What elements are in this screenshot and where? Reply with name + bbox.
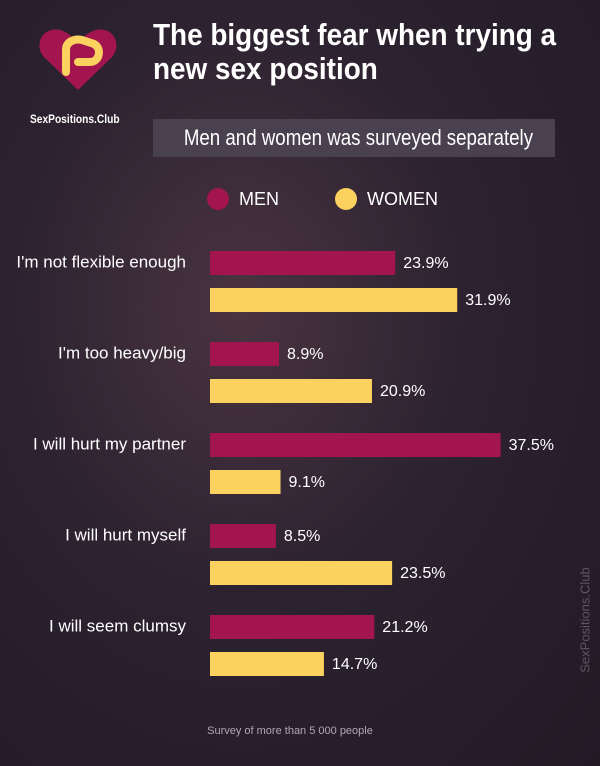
- bar: [210, 524, 276, 548]
- note: Survey of more than 5 000 people: [207, 725, 373, 737]
- value-label: 37.5%: [509, 437, 554, 454]
- category-label: I'm too heavy/big: [58, 343, 186, 362]
- bar: [210, 342, 279, 366]
- bar: [210, 615, 375, 639]
- bar: [210, 433, 501, 457]
- category-label: I will hurt myself: [65, 525, 186, 544]
- legend-swatch: [207, 188, 229, 210]
- value-label: 8.9%: [287, 346, 323, 363]
- value-label: 21.2%: [382, 619, 427, 636]
- bar: [210, 379, 372, 403]
- subtitle: Men and women was surveyed separately: [183, 125, 534, 150]
- category-label: I'm not flexible enough: [16, 252, 186, 271]
- subtitle-box: Men and women was surveyed separately: [153, 119, 555, 157]
- legend-label: WOMEN: [367, 189, 438, 209]
- value-label: 31.9%: [465, 292, 510, 309]
- value-label: 23.9%: [403, 255, 448, 272]
- bar: [210, 561, 393, 585]
- value-label: 9.1%: [289, 474, 325, 491]
- category-label: I will hurt my partner: [33, 434, 186, 453]
- bar: [210, 652, 324, 676]
- brand: SexPositions.Club: [30, 112, 120, 126]
- legend-label: MEN: [239, 189, 279, 209]
- value-label: 14.7%: [332, 656, 377, 673]
- value-label: 20.9%: [380, 383, 425, 400]
- category-label: I will seem clumsy: [49, 616, 186, 635]
- value-label: 8.5%: [284, 528, 320, 545]
- logo: [39, 29, 117, 90]
- bar: [210, 288, 458, 312]
- bar: [210, 470, 281, 494]
- bar: [210, 251, 396, 275]
- legend-swatch: [335, 188, 357, 210]
- chart-title: The biggest fear when trying a new sex p…: [153, 17, 557, 86]
- watermark: SexPositions.Club: [577, 567, 592, 673]
- value-label: 23.5%: [400, 565, 445, 582]
